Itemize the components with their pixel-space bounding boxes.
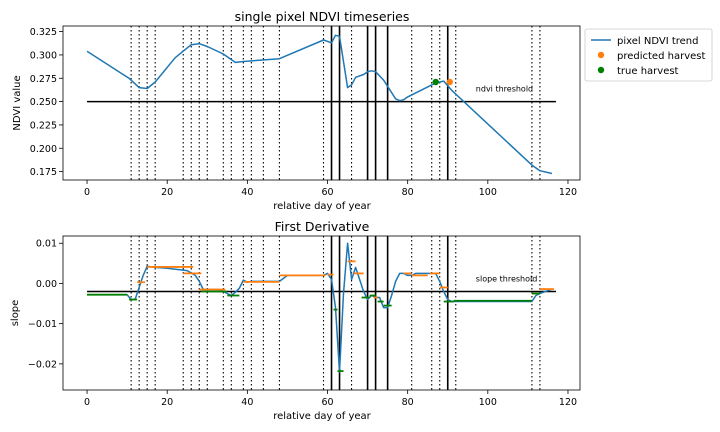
ndvi-x-tick-label: 100	[479, 187, 497, 198]
derivative-y-tick-label: −0.02	[28, 359, 57, 370]
legend: pixel NDVI trend predicted harvest true …	[584, 28, 713, 82]
derivative-x-tick-label: 0	[84, 397, 90, 408]
ndvi-x-tick-label: 60	[321, 187, 333, 198]
ndvi-y-tick-label: 0.275	[30, 74, 57, 85]
ndvi-x-tick-label: 20	[161, 187, 173, 198]
ndvi-series-line	[86, 34, 553, 175]
ndvi-y-axis-label: NDVI value	[12, 75, 23, 130]
derivative-plot-frame	[62, 235, 581, 391]
derivative-x-axis-label: relative day of year	[273, 411, 371, 422]
derivative-y-axis: −0.02 −0.01 0.00 0.01	[28, 239, 63, 370]
ndvi-y-tick-label: 0.225	[30, 120, 57, 131]
ndvi-x-axis-label: relative day of year	[273, 201, 371, 212]
ndvi-plot-frame	[62, 25, 581, 181]
ndvi-plot-area: ndvi threshold	[86, 26, 556, 180]
ndvi-x-tick-label: 0	[84, 187, 90, 198]
ndvi-threshold-label: ndvi threshold	[476, 85, 533, 94]
ndvi-x-tick-label: 40	[241, 187, 253, 198]
ndvi-y-tick-label: 0.300	[30, 50, 57, 61]
derivative-y-axis-label: slope	[10, 300, 21, 327]
derivative-threshold-label: slope threshold	[476, 274, 538, 283]
ndvi-x-axis: 0 20 40 60 80 100 120	[84, 180, 577, 198]
derivative-plot-area: slope threshold	[87, 236, 556, 390]
legend-label-true-harvest: true harvest	[617, 66, 679, 77]
predicted-harvest-point	[446, 78, 453, 86]
derivative-chart: First Derivative slope threshold 0 20 40 60…	[10, 219, 581, 422]
legend-swatch-predicted-harvest	[597, 51, 605, 59]
legend-swatch-true-harvest	[597, 66, 605, 74]
ndvi-x-tick-label: 80	[402, 187, 414, 198]
true-harvest-point	[432, 78, 439, 86]
ndvi-y-tick-label: 0.175	[30, 167, 57, 178]
ndvi-y-axis: 0.175 0.200 0.225 0.250 0.275 0.300 0.325	[30, 27, 63, 178]
ndvi-y-tick-label: 0.200	[30, 144, 57, 155]
derivative-y-tick-label: −0.01	[28, 319, 57, 330]
derivative-x-tick-label: 60	[321, 397, 333, 408]
derivative-x-tick-label: 20	[161, 397, 173, 408]
ndvi-chart-title: single pixel NDVI timeseries	[235, 9, 410, 24]
ndvi-y-tick-label: 0.325	[30, 27, 57, 38]
ndvi-chart: single pixel NDVI timeseries ndvi thresh…	[12, 9, 581, 212]
legend-label-ndvi-trend: pixel NDVI trend	[617, 36, 698, 47]
derivative-x-tick-label: 40	[241, 397, 253, 408]
legend-frame	[584, 28, 713, 82]
derivative-x-tick-label: 100	[479, 397, 497, 408]
legend-label-predicted-harvest: predicted harvest	[617, 51, 705, 62]
derivative-x-axis: 0 20 40 60 80 100 120	[84, 390, 577, 408]
ndvi-y-tick-label: 0.250	[30, 97, 57, 108]
derivative-x-tick-label: 120	[559, 397, 577, 408]
derivative-x-tick-label: 80	[402, 397, 414, 408]
derivative-y-tick-label: 0.01	[36, 239, 57, 250]
derivative-y-tick-label: 0.00	[36, 279, 57, 290]
ndvi-x-tick-label: 120	[559, 187, 577, 198]
derivative-chart-title: First Derivative	[275, 219, 370, 234]
